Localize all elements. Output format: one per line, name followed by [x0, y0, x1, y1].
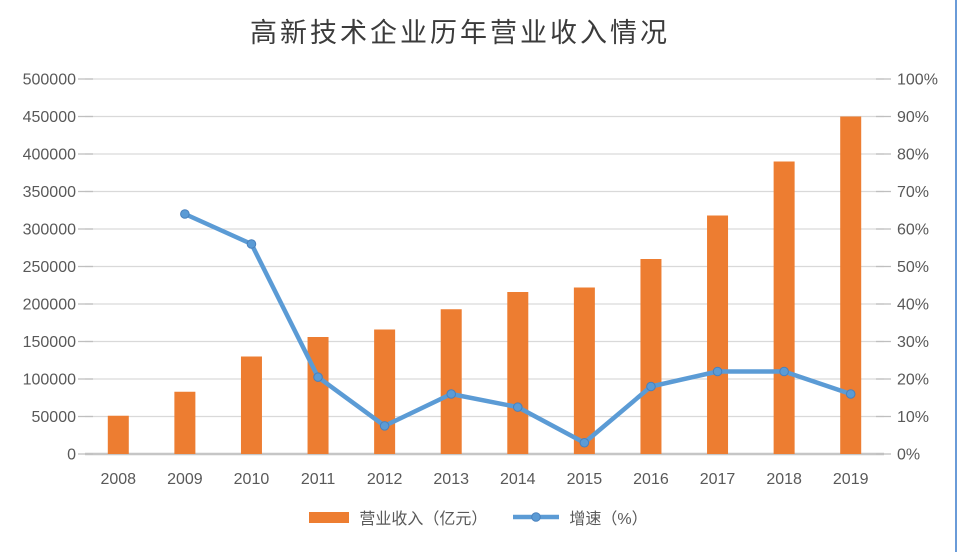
chart-title: 高新技术企业历年营业收入情况	[250, 18, 670, 49]
legend-label-growth: 增速（%）	[569, 511, 648, 528]
legend-label-revenue: 营业收入（亿元）	[359, 511, 488, 528]
growth-line-marker	[379, 421, 390, 431]
right-axis-tick-label: 80%	[897, 147, 929, 164]
legend-item-growth: 增速（%）	[513, 505, 648, 529]
left-axis-tick-label: 450000	[23, 109, 76, 126]
growth-line-marker	[646, 381, 656, 392]
bar-2010	[240, 356, 262, 454]
x-axis-label-2016: 2016	[633, 471, 669, 488]
right-axis-tick-label: 30%	[897, 334, 929, 351]
bar-2017	[707, 215, 729, 454]
growth-line-marker	[313, 372, 323, 382]
x-axis-label-2008: 2008	[100, 471, 136, 488]
growth-line-marker	[180, 209, 190, 219]
growth-line-marker	[579, 437, 590, 448]
bar-2013	[440, 309, 462, 454]
x-axis-label-2018: 2018	[766, 471, 802, 488]
right-axis-tick-label: 60%	[897, 222, 929, 239]
left-axis-tick-label: 150000	[23, 334, 76, 351]
bar-2012	[374, 329, 396, 454]
bar-series-swatch	[309, 511, 350, 523]
growth-line-marker	[712, 366, 723, 377]
x-axis-label-2019: 2019	[833, 471, 869, 488]
right-axis-tick-label: 100%	[897, 72, 938, 89]
bar-2014	[507, 292, 529, 454]
growth-line-marker	[246, 239, 257, 249]
left-axis-tick-label: 200000	[23, 297, 76, 314]
growth-line-marker	[446, 389, 457, 399]
line-series-swatch	[513, 512, 560, 522]
growth-line-marker	[779, 366, 789, 377]
x-axis-label-2010: 2010	[234, 471, 270, 488]
bar-2016	[640, 259, 662, 454]
left-axis-tick-label: 100000	[23, 372, 76, 389]
x-axis-label-2017: 2017	[700, 471, 736, 488]
x-axis-label-2011: 2011	[301, 471, 336, 488]
left-axis-tick-label: 500000	[23, 72, 76, 89]
right-axis-tick-label: 10%	[897, 409, 929, 426]
bar-2008	[107, 415, 129, 454]
right-axis-tick-label: 50%	[897, 259, 929, 276]
legend-marker-glyph	[531, 512, 542, 522]
right-axis-tick-label: 40%	[897, 297, 929, 314]
right-axis-tick-label: 70%	[897, 184, 929, 201]
growth-line-marker	[512, 402, 523, 412]
right-edge-line	[955, 0, 957, 552]
x-axis-label-2015: 2015	[567, 471, 603, 488]
right-axis-tick-label: 90%	[897, 109, 929, 126]
x-axis-label-2012: 2012	[367, 471, 403, 488]
x-axis-label-2014: 2014	[500, 471, 536, 488]
left-axis-tick-label: 400000	[23, 147, 76, 164]
x-axis-label-2009: 2009	[167, 471, 203, 488]
bar-2019	[840, 116, 862, 454]
left-axis-tick-label: 250000	[23, 259, 76, 276]
bar-2011	[307, 337, 329, 454]
left-axis-tick-label: 300000	[23, 222, 76, 239]
bar-2009	[174, 391, 196, 454]
right-axis-tick-label: 0%	[897, 447, 920, 464]
right-axis-tick-label: 20%	[897, 372, 929, 389]
left-axis-tick-label: 350000	[23, 184, 76, 201]
legend-item-revenue: 营业收入（亿元）	[309, 505, 487, 529]
growth-line-marker	[845, 389, 856, 399]
bar-2015	[573, 287, 595, 454]
left-axis-tick-label: 50000	[32, 409, 77, 426]
left-axis-tick-label: 0	[67, 447, 76, 464]
bar-2018	[773, 161, 795, 454]
x-axis-label-2013: 2013	[433, 471, 469, 488]
chart-legend: 营业收入（亿元） 增速（%）	[0, 505, 957, 529]
